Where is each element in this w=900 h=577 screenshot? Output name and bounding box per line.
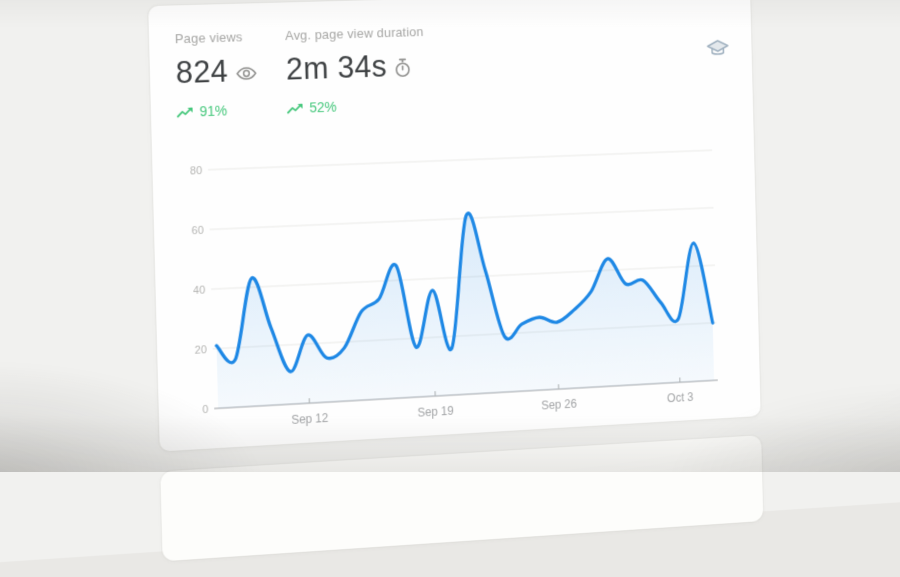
y-axis-label-20: 20 <box>195 344 207 356</box>
y-axis-label-40: 40 <box>193 285 205 297</box>
x-axis-label: Sep 26 <box>541 397 577 413</box>
gridline-y-80 <box>208 150 712 170</box>
page-views-chart: 0 20 40 60 80 Sep 12 Sep 19 Sep 26 Oct 3 <box>0 0 869 481</box>
y-axis-label-0: 0 <box>202 404 208 416</box>
dashboard-page: Page views 824 <box>0 0 869 481</box>
gridline-y-60 <box>210 208 714 230</box>
x-axis-label: Sep 12 <box>291 411 329 427</box>
x-axis-label: Sep 19 <box>417 404 454 420</box>
y-axis-label-60: 60 <box>191 225 203 237</box>
y-axis-label-80: 80 <box>190 165 202 177</box>
chart-svg[interactable]: 0 20 40 60 80 Sep 12 Sep 19 Sep 26 Oct 3 <box>0 0 869 481</box>
x-axis-label: Oct 3 <box>667 390 694 405</box>
